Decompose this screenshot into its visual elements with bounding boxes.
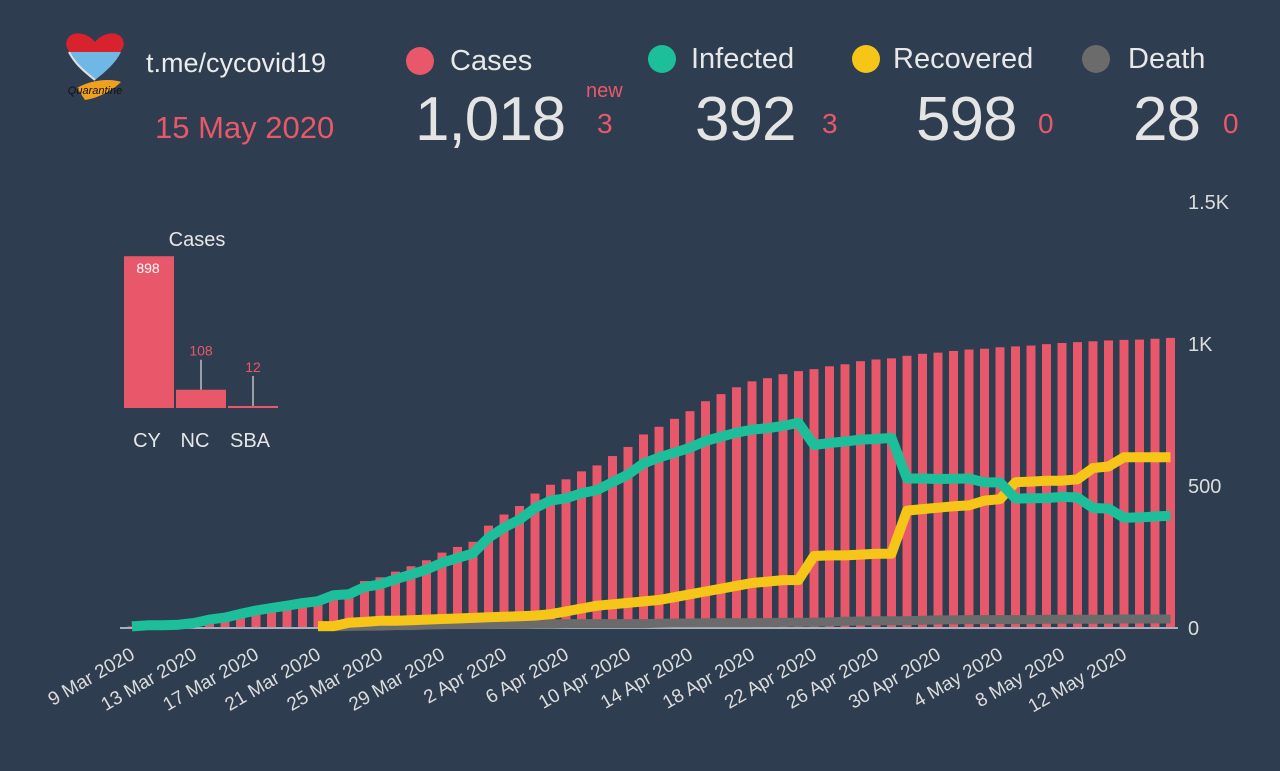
inset-value-label: 12 bbox=[245, 359, 261, 375]
new-label: new bbox=[586, 80, 623, 102]
cases-bar bbox=[406, 566, 416, 627]
cases-bar bbox=[127, 626, 137, 627]
cases-bar bbox=[918, 353, 927, 627]
cases-bar bbox=[856, 361, 865, 627]
cases-bar bbox=[732, 387, 741, 627]
cases-bar bbox=[871, 359, 881, 627]
cases-bar bbox=[1073, 342, 1082, 627]
cases-bar bbox=[592, 465, 602, 627]
inset-category-label: CY bbox=[133, 430, 161, 452]
inset-bar-nc bbox=[176, 389, 226, 408]
cases-bar bbox=[902, 355, 912, 627]
y-tick-label: 1.5K bbox=[1188, 192, 1230, 214]
cases-bar bbox=[809, 369, 819, 627]
inset-category-label: SBA bbox=[230, 430, 271, 452]
cases-bar bbox=[484, 525, 493, 627]
cases-bar bbox=[608, 456, 617, 627]
inset-bar-cy bbox=[124, 256, 174, 408]
infected-legend-dot bbox=[648, 45, 676, 73]
cases-bar bbox=[344, 589, 354, 627]
cases-bar bbox=[747, 381, 757, 627]
recovered-new: 0 bbox=[1038, 108, 1054, 139]
cases-bar bbox=[1150, 338, 1160, 627]
death-new: 0 bbox=[1223, 108, 1239, 139]
cases-bar bbox=[468, 541, 478, 627]
cases-bar bbox=[778, 374, 788, 627]
cases-bar bbox=[701, 401, 710, 627]
recovered-label: Recovered bbox=[893, 43, 1034, 75]
cases-bar bbox=[437, 552, 447, 627]
cases-bar bbox=[949, 350, 958, 627]
cases-bar bbox=[561, 479, 571, 627]
cases-bar bbox=[515, 506, 524, 627]
cases-bar bbox=[360, 580, 369, 627]
cases-legend-dot bbox=[406, 47, 434, 75]
cases-bar bbox=[499, 514, 509, 627]
cases-bar bbox=[1104, 340, 1113, 627]
death-line bbox=[318, 614, 1171, 632]
death-value: 28 bbox=[1133, 85, 1201, 154]
infected-label: Infected bbox=[691, 43, 795, 75]
cases-bar bbox=[453, 546, 462, 627]
infected-new: 3 bbox=[822, 108, 838, 139]
cases-bar bbox=[763, 378, 772, 627]
death-label: Death bbox=[1128, 43, 1206, 75]
cases-value: 1,018 bbox=[415, 85, 566, 154]
cases-bar bbox=[685, 411, 695, 627]
cases-bar bbox=[422, 560, 431, 627]
cases-bar bbox=[639, 434, 648, 627]
cases-label: Cases bbox=[450, 45, 533, 77]
cases-bar bbox=[1166, 337, 1175, 627]
y-tick-label: 1K bbox=[1188, 334, 1213, 356]
infected-value: 392 bbox=[695, 85, 796, 154]
cases-bar bbox=[375, 577, 385, 627]
cases-bar bbox=[964, 349, 974, 627]
svg-text:Quarantine: Quarantine bbox=[68, 85, 122, 97]
cases-bar bbox=[577, 471, 586, 627]
cases-bar bbox=[329, 594, 338, 627]
cases-bar bbox=[1119, 339, 1129, 627]
cases-bar bbox=[887, 358, 896, 627]
cases-bar bbox=[825, 366, 834, 627]
cases-bar bbox=[251, 610, 261, 627]
recovered-legend-dot bbox=[852, 45, 880, 73]
cases-bar bbox=[546, 484, 555, 627]
cases-bar bbox=[840, 364, 850, 627]
cases-bar bbox=[794, 371, 803, 627]
inset-value-label: 898 bbox=[136, 260, 160, 276]
cases-bar bbox=[530, 493, 540, 627]
cases-bar bbox=[654, 426, 664, 627]
cases-bar bbox=[623, 446, 633, 627]
cases-bar bbox=[1135, 339, 1144, 627]
cases-bar bbox=[980, 348, 989, 627]
recovered-value: 598 bbox=[916, 85, 1017, 154]
cases-bar bbox=[267, 607, 276, 627]
cases-bar bbox=[716, 394, 726, 627]
y-tick-label: 0 bbox=[1188, 618, 1199, 640]
inset-category-label: NC bbox=[181, 430, 210, 452]
inset-value-label: 108 bbox=[189, 343, 213, 359]
cases-bar bbox=[933, 352, 943, 627]
channel-link[interactable]: t.me/cycovid19 bbox=[146, 48, 327, 78]
cases-bar bbox=[1088, 341, 1098, 627]
death-legend-dot bbox=[1082, 45, 1110, 73]
quarantine-logo: Quarantine bbox=[66, 33, 124, 100]
y-tick-label: 500 bbox=[1188, 476, 1221, 498]
cases-bar bbox=[391, 571, 400, 627]
cases-new: 3 bbox=[597, 108, 613, 139]
cases-bar bbox=[298, 603, 307, 627]
cases-bar bbox=[313, 600, 323, 627]
inset-bar-sba bbox=[228, 405, 278, 408]
cases-bar bbox=[670, 418, 679, 627]
cases-bar bbox=[282, 605, 292, 627]
report-date: 15 May 2020 bbox=[155, 110, 335, 145]
infected-line bbox=[131, 417, 1171, 632]
cases-bar bbox=[236, 613, 245, 627]
recovered-line bbox=[318, 452, 1171, 632]
inset-title: Cases bbox=[169, 229, 226, 251]
